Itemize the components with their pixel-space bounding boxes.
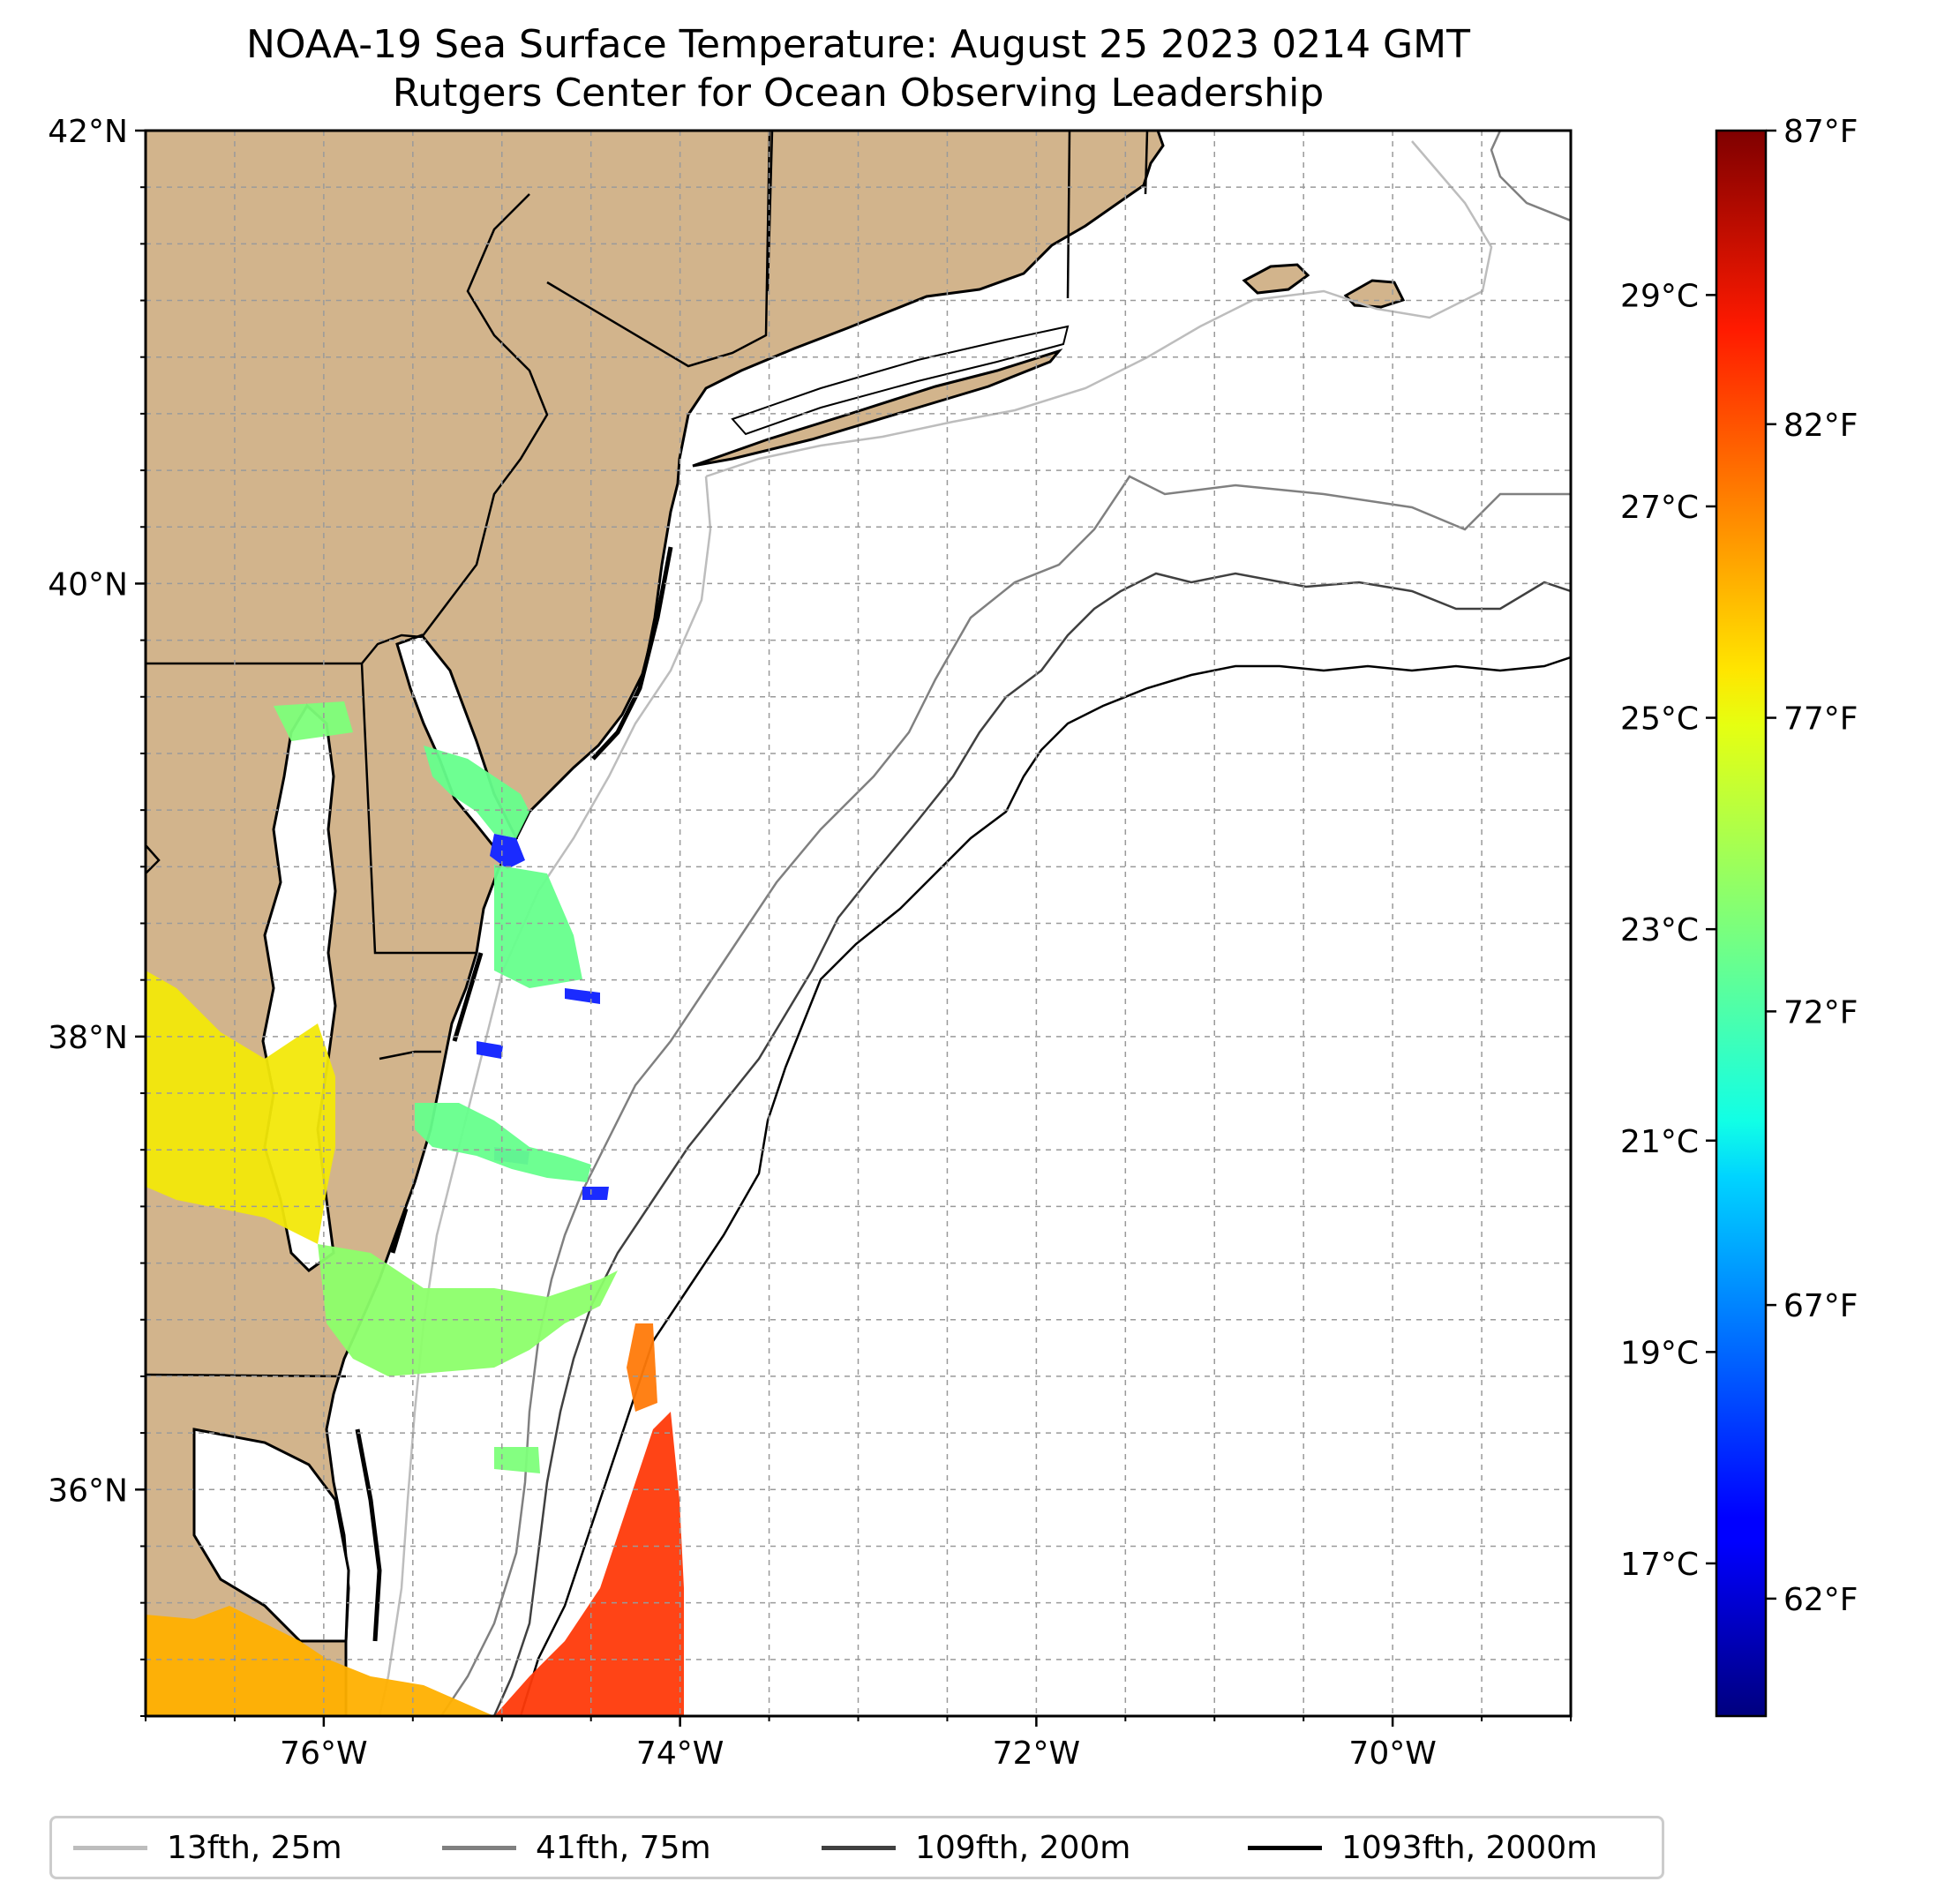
long-island-sound	[731, 325, 1070, 436]
coastline-outer	[355, 546, 673, 1642]
lon-tick-label: 70°W	[1348, 1735, 1436, 1772]
colorbar-c-label: 17°C	[1620, 1547, 1699, 1583]
legend-swatch	[442, 1845, 516, 1850]
legend-swatch	[73, 1845, 147, 1850]
contour-legend: 13fth, 25m 41fth, 75m 109fth, 200m 1093f…	[49, 1816, 1664, 1879]
colorbar-f-label: 62°F	[1783, 1582, 1858, 1618]
sst-ocean-delmarva	[494, 865, 582, 988]
colorbar-c-label: 27°C	[1620, 490, 1699, 526]
legend-item-25m: 13fth, 25m	[73, 1818, 342, 1877]
map-title: NOAA-19 Sea Surface Temperature: August …	[246, 22, 1470, 67]
colorbar-c-label: 29°C	[1620, 278, 1699, 314]
pamlico-sound	[192, 1428, 350, 1643]
colorbar-ticks: 87°F 82°F 77°F 72°F 67°F 62°F 29°C 27°C 25°C 23°C…	[1620, 114, 1858, 1618]
colorbar-f-label: 87°F	[1783, 114, 1858, 150]
legend-label: 13fth, 25m	[167, 1829, 342, 1866]
colorbar-gradient	[1715, 129, 1768, 1718]
lat-tick-label: 38°N	[48, 1020, 128, 1056]
sst-chesapeake	[146, 971, 335, 1244]
sst-offshore-warm	[494, 1412, 684, 1716]
gridlines	[146, 131, 1571, 1716]
lat-tick-label: 40°N	[48, 566, 128, 603]
legend-item-200m: 109fth, 200m	[822, 1818, 1130, 1877]
sst-chesapeake-mouth	[318, 1244, 618, 1376]
legend-swatch	[822, 1845, 896, 1850]
sst-offshore-orange	[627, 1323, 657, 1412]
sst-delaware-bay	[424, 746, 529, 838]
contour-25m	[378, 476, 712, 1716]
long-island	[692, 349, 1063, 468]
colorbar-f-label: 77°F	[1783, 701, 1858, 738]
legend-label: 1093fth, 2000m	[1341, 1829, 1598, 1866]
sst-delaware-mouth	[490, 834, 525, 869]
colorbar-f-label: 82°F	[1783, 408, 1858, 444]
colorbar-c-label: 25°C	[1620, 701, 1699, 738]
map-subtitle: Rutgers Center for Ocean Observing Leade…	[392, 71, 1325, 116]
legend-swatch	[1248, 1845, 1322, 1850]
colorbar-c-label: 21°C	[1620, 1124, 1699, 1160]
axis-ticks: 76°W 74°W 72°W 70°W 42°N 40°N 38°N 36°N	[48, 114, 1572, 1772]
map-panel	[146, 131, 1571, 1716]
lat-tick-label: 42°N	[48, 114, 128, 150]
contour-75m-shelf	[1490, 131, 1571, 222]
sst-patches	[146, 701, 684, 1716]
contour-75m	[439, 475, 1571, 1716]
lon-tick-label: 72°W	[993, 1735, 1080, 1772]
legend-item-75m: 41fth, 75m	[442, 1818, 711, 1877]
state-borders	[146, 131, 1149, 1378]
lon-tick-label: 76°W	[280, 1735, 367, 1772]
colorbar: 87°F 82°F 77°F 72°F 67°F 62°F 29°C 27°C 25°C 23°C…	[1620, 114, 1858, 1718]
sst-pamlico	[146, 1606, 494, 1716]
lon-tick-label: 74°W	[636, 1735, 724, 1772]
sst-ocean-midatlantic	[415, 1103, 591, 1182]
colorbar-f-label: 72°F	[1783, 994, 1858, 1031]
colorbar-c-label: 23°C	[1620, 912, 1699, 948]
contour-2000m	[519, 656, 1571, 1716]
contour-25m-north	[705, 140, 1493, 478]
colorbar-f-label: 67°F	[1783, 1288, 1858, 1324]
legend-label: 109fth, 200m	[915, 1829, 1131, 1866]
legend-label: 41fth, 75m	[536, 1829, 711, 1866]
colorbar-c-label: 19°C	[1620, 1335, 1699, 1371]
legend-item-2000m: 1093fth, 2000m	[1248, 1818, 1597, 1877]
marthas-vineyard	[1242, 263, 1310, 295]
lat-tick-label: 36°N	[48, 1473, 128, 1509]
